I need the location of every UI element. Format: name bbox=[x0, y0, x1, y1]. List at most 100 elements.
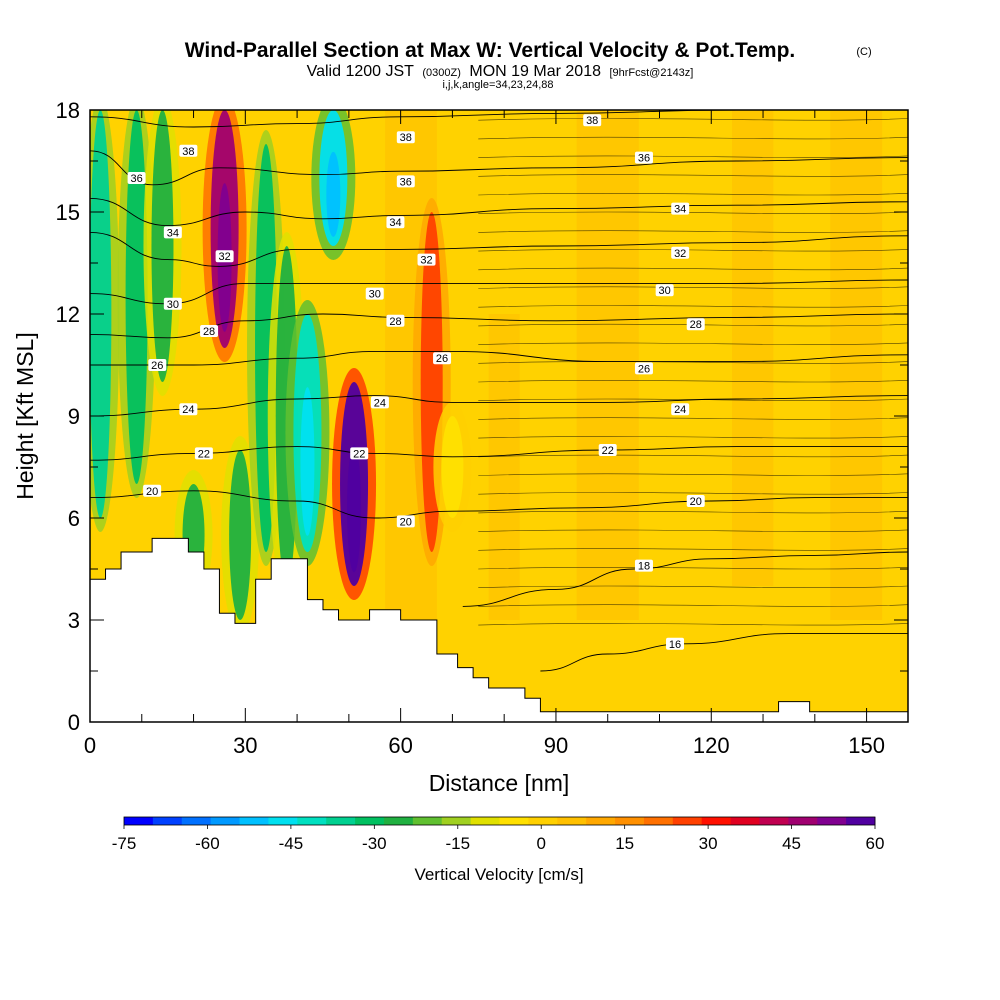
contour-label-text: 32 bbox=[218, 251, 230, 263]
colorbar-swatch bbox=[210, 817, 240, 825]
colorbar-swatch bbox=[326, 817, 356, 825]
colorbar-swatch bbox=[268, 817, 298, 825]
colorbar-swatch bbox=[615, 817, 645, 825]
contour-label-text: 38 bbox=[400, 132, 412, 144]
contour-label-text: 18 bbox=[638, 561, 650, 573]
theta-contour-minor bbox=[478, 323, 908, 327]
colorbar-swatch bbox=[412, 817, 443, 825]
colorbar-swatch bbox=[586, 817, 616, 825]
theta-contour-minor bbox=[478, 118, 908, 121]
terrain bbox=[90, 537, 908, 722]
x-tick-label: 30 bbox=[233, 733, 257, 758]
contour-label: 20 bbox=[686, 495, 705, 508]
theta-contour-minor bbox=[478, 567, 908, 570]
contour-label-text: 24 bbox=[374, 397, 386, 409]
contour-label-text: 24 bbox=[674, 404, 686, 416]
colorbar-swatch bbox=[152, 817, 183, 825]
theta-contour-minor bbox=[478, 492, 908, 495]
colorbar-label: Vertical Velocity [cm/s] bbox=[414, 865, 583, 884]
contour-label-text: 26 bbox=[151, 360, 163, 372]
theta-contour-minor bbox=[478, 211, 908, 214]
contour-label: 30 bbox=[655, 284, 674, 297]
colorbar-swatch bbox=[124, 817, 154, 825]
theta-contour-minor bbox=[478, 305, 908, 308]
contour-label: 34 bbox=[671, 202, 690, 216]
colorbar-swatch bbox=[441, 817, 472, 825]
contour-label-text: 22 bbox=[602, 445, 614, 457]
contour-label-text: 20 bbox=[400, 516, 412, 528]
subtitle-indices: i,j,k,angle=34,23,24,88 bbox=[442, 79, 553, 91]
theta-contour-minor bbox=[478, 548, 908, 551]
contour-label: 32 bbox=[671, 246, 690, 260]
theta-contour bbox=[540, 633, 908, 672]
theta-contour-minor bbox=[478, 585, 908, 588]
contour-label: 36 bbox=[634, 151, 653, 165]
theta-contour-minor bbox=[478, 398, 908, 401]
contour-label-text: 38 bbox=[182, 146, 194, 158]
contour-label-text: 20 bbox=[146, 486, 158, 498]
x-tick-label: 150 bbox=[848, 733, 885, 758]
theta-contour-minor bbox=[478, 249, 908, 252]
colorbar-tick-label: -60 bbox=[195, 834, 220, 853]
weak-ascent-band bbox=[830, 110, 883, 620]
x-tick-label: 60 bbox=[388, 733, 412, 758]
y-tick-label: 18 bbox=[56, 98, 80, 123]
theta-contour bbox=[90, 490, 908, 519]
contour-label-text: 36 bbox=[638, 153, 650, 165]
subtitle-zulu: (0300Z) bbox=[422, 67, 461, 79]
subtitle-valid: Valid 1200 JST bbox=[307, 63, 415, 80]
subtitle-forecast: [9hrFcst@2143z] bbox=[609, 67, 693, 79]
theta-contour-minor bbox=[478, 529, 908, 532]
contour-label: 26 bbox=[433, 352, 452, 365]
contour-label: 38 bbox=[179, 144, 198, 158]
contour-label-text: 28 bbox=[203, 326, 215, 338]
contour-label: 38 bbox=[396, 131, 415, 144]
contour-label-text: 30 bbox=[167, 299, 179, 311]
contour-label-text: 32 bbox=[420, 255, 432, 267]
contour-label: 26 bbox=[634, 362, 653, 375]
contour-label: 28 bbox=[200, 325, 219, 338]
theta-contour bbox=[90, 279, 908, 305]
x-axis-label: Distance [nm] bbox=[429, 770, 570, 796]
contour-label-text: 28 bbox=[690, 319, 702, 331]
colorbar-tick-label: 45 bbox=[782, 834, 801, 853]
colorbar-tick-label: -45 bbox=[279, 834, 304, 853]
theta-contour bbox=[90, 150, 908, 186]
contour-label-text: 34 bbox=[167, 227, 179, 239]
colorbar-swatch bbox=[528, 817, 558, 825]
contour-label-text: 16 bbox=[669, 639, 681, 651]
contour-label-text: 22 bbox=[198, 448, 210, 460]
contour-label-text: 36 bbox=[130, 173, 142, 185]
contour-label: 36 bbox=[396, 175, 415, 188]
colorbar-swatch bbox=[672, 817, 703, 825]
contour-label: 22 bbox=[350, 447, 369, 460]
contour-label: 20 bbox=[143, 484, 162, 498]
theta-contour-minor bbox=[478, 436, 908, 439]
colorbar-tick-label: 30 bbox=[699, 834, 718, 853]
theta-contour-minor bbox=[478, 230, 908, 233]
contour-label: 34 bbox=[386, 216, 405, 229]
contour-label-text: 26 bbox=[436, 353, 448, 365]
theta-contour-minor bbox=[478, 342, 908, 345]
theta-contour-minor bbox=[478, 417, 908, 420]
colorbar-swatch bbox=[383, 817, 414, 825]
colorbar-swatch bbox=[297, 817, 327, 825]
y-tick-label: 12 bbox=[56, 302, 80, 327]
velocity-column-core bbox=[347, 444, 362, 573]
x-tick-label: 0 bbox=[84, 733, 96, 758]
contour-label-text: 34 bbox=[389, 217, 401, 229]
colorbar-swatch bbox=[788, 817, 818, 825]
colorbar-swatch bbox=[817, 817, 847, 825]
theta-contour bbox=[90, 350, 908, 366]
contour-label: 24 bbox=[671, 403, 690, 416]
x-axis: 0 30 60 90 120 150 bbox=[84, 110, 885, 758]
subtitle-line: Valid 1200 JST (0300Z) MON 19 Mar 2018 [… bbox=[307, 63, 694, 80]
contour-label-text: 22 bbox=[353, 448, 365, 460]
contour-label: 34 bbox=[163, 226, 182, 239]
theta-contour bbox=[462, 551, 908, 607]
y-tick-label: 6 bbox=[68, 506, 80, 531]
chart-title: Wind-Parallel Section at Max W: Vertical… bbox=[185, 39, 796, 62]
theta-contour-minor bbox=[478, 174, 908, 177]
colorbar-swatch bbox=[499, 817, 529, 825]
